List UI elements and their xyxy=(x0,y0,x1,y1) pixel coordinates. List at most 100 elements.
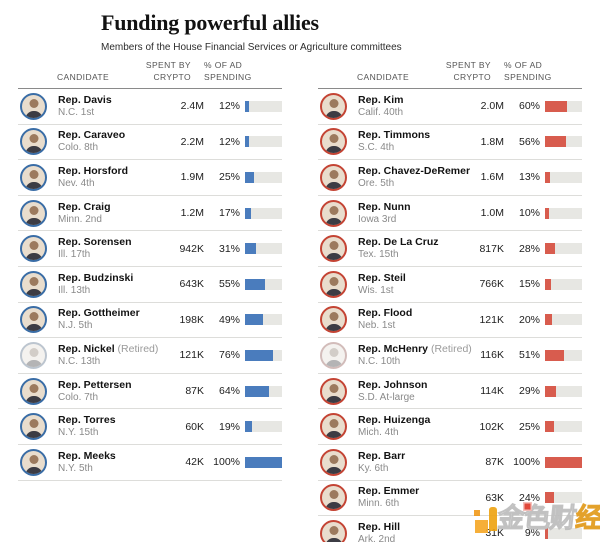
column-header-candidate: CANDIDATE xyxy=(57,71,110,82)
spent-by-crypto-value: 87K xyxy=(185,385,204,398)
spending-bar-fill xyxy=(245,314,264,326)
candidate-identity: Rep. Davis N.C. 1st xyxy=(58,94,158,119)
spent-by-crypto-value: 817K xyxy=(479,242,504,255)
spent-by-crypto-value: 2.0M xyxy=(480,100,504,113)
pct-of-ad-spending-value: 56% xyxy=(518,135,540,148)
spending-bar-fill xyxy=(545,100,568,112)
candidate-avatar xyxy=(320,92,347,120)
candidate-row: Rep. Flood Neb. 1st 121K 20% xyxy=(318,303,582,339)
candidate-avatar xyxy=(320,306,347,334)
spending-bar-fill xyxy=(245,136,250,148)
candidate-district: N.Y. 15th xyxy=(58,427,99,439)
spending-bar xyxy=(545,349,582,361)
header: Funding powerful allies Members of the H… xyxy=(101,10,402,53)
spending-bar xyxy=(245,349,282,361)
spending-bar-fill xyxy=(545,349,564,361)
candidate-name: Rep. Caraveo xyxy=(58,129,126,142)
candidate-name: Rep. Nickel xyxy=(58,342,115,355)
candidate-avatar xyxy=(20,235,47,263)
candidate-district: S.C. 4th xyxy=(358,142,395,154)
spending-bar-fill xyxy=(245,278,266,290)
candidate-identity: Rep. Budzinski Ill. 13th xyxy=(58,272,158,297)
spending-bar xyxy=(245,243,282,255)
candidate-district: Neb. 1st xyxy=(358,320,396,332)
candidate-identity: Rep. Craig Minn. 2nd xyxy=(58,201,158,226)
spending-bar-fill xyxy=(245,171,255,183)
candidate-row: Rep. Caraveo Colo. 8th 2.2M 12% xyxy=(18,125,282,161)
table-header-democrats: CANDIDATE SPENT BY CRYPTO % OF AD SPENDI… xyxy=(18,55,282,89)
candidate-name: Rep. Pettersen xyxy=(58,378,132,391)
spending-bar-fill xyxy=(245,243,257,255)
candidate-district: Minn. 6th xyxy=(358,498,400,510)
candidate-name: Rep. Kim xyxy=(358,93,404,106)
candidate-name: Rep. McHenry xyxy=(358,342,429,355)
candidate-district: N.C. 1st xyxy=(58,106,95,118)
pct-of-ad-spending-value: 64% xyxy=(218,385,240,398)
pct-of-ad-spending-value: 20% xyxy=(518,313,540,326)
candidate-district: S.D. At-large xyxy=(358,391,415,403)
candidate-avatar xyxy=(20,128,47,156)
candidate-row: Rep. Barr Ky. 6th 87K 100% xyxy=(318,445,582,481)
pct-of-ad-spending-value: 100% xyxy=(213,456,240,469)
table-democrats: CANDIDATE SPENT BY CRYPTO % OF AD SPENDI… xyxy=(18,55,282,481)
spending-bar xyxy=(245,171,282,183)
candidate-district: N.C. 10th xyxy=(358,355,401,367)
candidate-name: Rep. Meeks xyxy=(58,449,116,462)
pct-of-ad-spending-value: 49% xyxy=(218,313,240,326)
spent-by-crypto-value: 102K xyxy=(479,420,504,433)
candidate-district: Mich. 4th xyxy=(358,427,399,439)
spent-by-crypto-value: 116K xyxy=(480,349,504,362)
candidate-name: Rep. Torres xyxy=(58,414,116,427)
candidate-identity: Rep. De La Cruz Tex. 15th xyxy=(358,236,458,261)
column-header-pct-of-ad-spending: % OF AD SPENDING xyxy=(504,60,552,82)
pct-of-ad-spending-value: 60% xyxy=(518,100,540,113)
candidate-name: Rep. Budzinski xyxy=(58,271,134,284)
candidate-district: Ky. 6th xyxy=(358,462,389,474)
spending-bar-fill xyxy=(545,243,556,255)
spending-bar xyxy=(545,385,582,397)
table-republicans: CANDIDATE SPENT BY CRYPTO % OF AD SPENDI… xyxy=(318,55,582,542)
pct-of-ad-spending-value: 19% xyxy=(218,420,240,433)
spending-bar xyxy=(545,171,582,183)
spent-by-crypto-value: 121K xyxy=(179,349,204,362)
spending-bar xyxy=(245,314,282,326)
pct-of-ad-spending-value: 17% xyxy=(218,207,240,220)
candidate-name: Rep. Nunn xyxy=(358,200,411,213)
candidate-identity: Rep. Torres N.Y. 15th xyxy=(58,414,158,439)
candidate-avatar xyxy=(320,484,347,512)
candidate-avatar xyxy=(20,270,47,298)
candidate-row: Rep. De La Cruz Tex. 15th 817K 28% xyxy=(318,231,582,267)
candidate-district: Wis. 1st xyxy=(358,284,394,296)
spent-by-crypto-value: 1.9M xyxy=(180,171,204,184)
candidate-row: Rep. Pettersen Colo. 7th 87K 64% xyxy=(18,374,282,410)
spending-bar xyxy=(245,100,282,112)
spending-bar-fill xyxy=(245,207,252,219)
candidate-avatar xyxy=(20,199,47,227)
table-header-republicans: CANDIDATE SPENT BY CRYPTO % OF AD SPENDI… xyxy=(318,55,582,89)
candidate-row: Rep. Emmer Minn. 6th 63K 24% xyxy=(318,481,582,517)
candidate-avatar xyxy=(320,448,347,476)
candidate-district: Calif. 40th xyxy=(358,106,404,118)
candidate-district: Nev. 4th xyxy=(58,178,95,190)
spending-bar xyxy=(545,243,582,255)
candidate-row: Rep. Sorensen Ill. 17th 942K 31% xyxy=(18,231,282,267)
spending-bar-fill xyxy=(545,421,555,433)
spending-bar-fill xyxy=(545,278,551,290)
spending-bar xyxy=(245,421,282,433)
spending-bar xyxy=(545,207,582,219)
spending-bar xyxy=(545,136,582,148)
spending-bar-fill xyxy=(245,100,250,112)
column-header-candidate: CANDIDATE xyxy=(357,71,410,82)
candidate-identity: Rep. Timmons S.C. 4th xyxy=(358,129,458,154)
pct-of-ad-spending-value: 25% xyxy=(518,420,540,433)
candidate-row: Rep. Nickel (Retired) N.C. 13th 121K 76% xyxy=(18,338,282,374)
column-header-spent-by-crypto: SPENT BY CRYPTO xyxy=(445,60,491,82)
candidate-identity: Rep. Steil Wis. 1st xyxy=(358,272,458,297)
candidate-district: N.J. 5th xyxy=(58,320,93,332)
candidate-row: Rep. Meeks N.Y. 5th 42K 100% xyxy=(18,445,282,481)
pct-of-ad-spending-value: 24% xyxy=(518,491,540,504)
candidate-avatar xyxy=(320,163,347,191)
spending-bar xyxy=(245,136,282,148)
spent-by-crypto-value: 643K xyxy=(179,278,204,291)
candidate-district: Minn. 2nd xyxy=(58,213,102,225)
